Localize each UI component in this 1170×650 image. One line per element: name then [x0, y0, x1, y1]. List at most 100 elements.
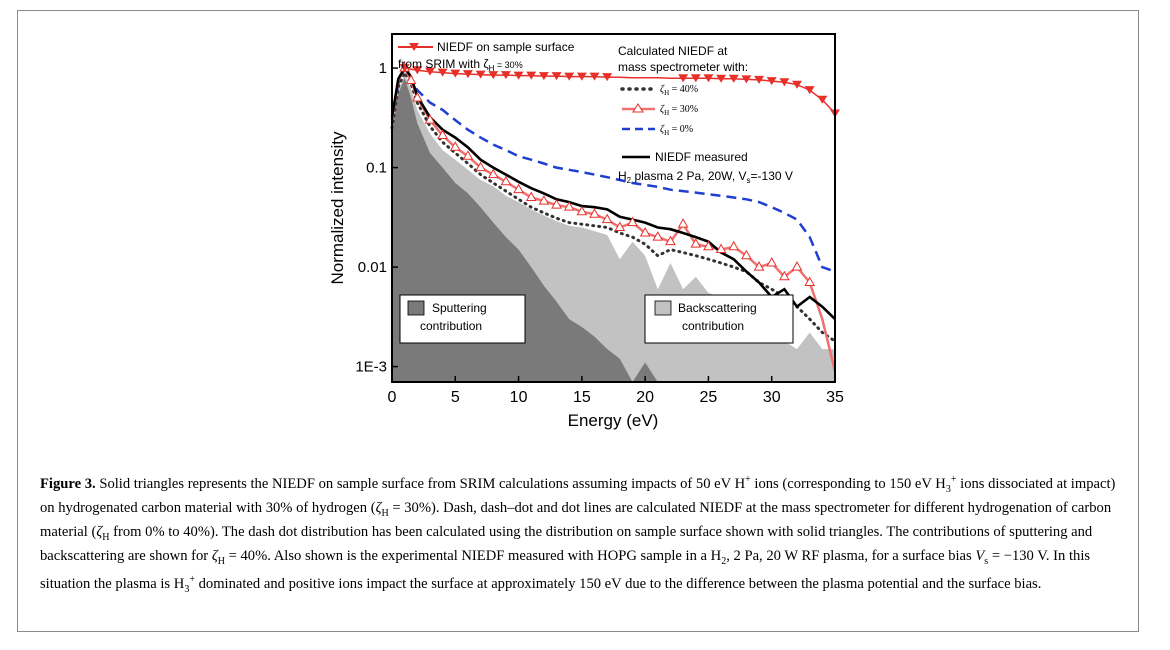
srim-marker: [450, 69, 461, 78]
caption-segment: s: [984, 555, 989, 567]
zeta30-marker: [639, 226, 651, 237]
srim-marker: [513, 71, 524, 80]
srim-marker: [424, 67, 435, 76]
zeta30-marker: [449, 141, 461, 151]
legend-measured-line2: H2 plasma 2 Pa, 20W, Vs=-130 V: [618, 169, 793, 185]
legend-zeta40-label: ζH = 40%: [660, 84, 698, 97]
srim-marker: [437, 68, 448, 77]
zeta30-marker: [614, 221, 626, 231]
caption-segment: H: [217, 555, 225, 567]
caption-segment: from 0% to 40%). The dash dot distributi…: [40, 523, 1093, 564]
srim-marker: [576, 72, 587, 81]
caption-segment: ζ: [96, 523, 103, 540]
caption-segment: +: [745, 474, 751, 485]
legend-srim-line1: NIEDF on sample surface: [437, 40, 575, 54]
backscattering-swatch: [654, 300, 672, 316]
zeta30-marker: [791, 261, 803, 271]
srim-marker: [551, 72, 562, 81]
figure-caption: Figure 3. Solid triangles represents the…: [40, 470, 1132, 599]
srim-marker: [538, 72, 549, 81]
srim-marker: [589, 72, 600, 81]
zeta30-marker: [779, 270, 790, 281]
caption-segment: Solid triangles represents the NIEDF on …: [99, 475, 746, 492]
zeta30-marker: [677, 218, 689, 228]
backscattering-label-line1: Backscattering: [678, 301, 757, 315]
x-tick-label: 25: [700, 389, 718, 406]
caption-segment: 3: [184, 584, 190, 596]
srim-marker: [792, 80, 803, 89]
srim-marker: [804, 86, 815, 95]
srim-marker: [678, 74, 689, 83]
zeta30-marker: [627, 216, 638, 227]
zeta30-marker: [576, 205, 588, 216]
caption-segment: +: [189, 574, 195, 586]
y-tick-label: 0.1: [366, 160, 387, 177]
zeta30-marker: [753, 261, 765, 271]
caption-segment: H: [381, 507, 389, 519]
legend-header-line1: Calculated NIEDF at: [618, 44, 728, 58]
zeta30-marker: [462, 150, 474, 160]
caption-segment: dominated and positive ions impact the s…: [194, 576, 1042, 593]
x-axis-label: Energy (eV): [568, 411, 659, 430]
backscattering-label-box: Backscattering contribution: [644, 294, 794, 344]
srim-marker: [602, 73, 613, 82]
zeta30-marker: [424, 114, 436, 124]
caption-segment: ζ: [211, 547, 218, 564]
legend-measured: NIEDF measured H2 plasma 2 Pa, 20W, Vs=-…: [618, 150, 793, 185]
legend-measured-line1: NIEDF measured: [655, 150, 748, 164]
legend-srim: NIEDF on sample surface from SRIM with ζ…: [398, 40, 575, 73]
srim-marker: [690, 74, 701, 83]
caption-segment: +: [950, 474, 957, 485]
srim-marker: [703, 74, 714, 83]
zeta30-marker: [665, 235, 676, 246]
legend-header-line2: mass spectrometer with:: [618, 60, 748, 74]
zeta30-marker: [437, 129, 448, 140]
zeta30-marker: [601, 213, 613, 224]
zeta30-marker: [411, 92, 423, 102]
zeta30-marker: [652, 231, 664, 241]
plot-frame: [391, 33, 836, 383]
y-tick-label: 0.01: [358, 259, 387, 276]
srim-marker: [488, 71, 499, 80]
srim-marker: [526, 71, 537, 80]
chart: 0 5 10 15 20 25 30 35 1E-30.010.11 Energy (eV) …: [328, 33, 844, 430]
zeta30-marker: [538, 195, 550, 205]
zeta30-marker: [513, 183, 524, 194]
srim-marker: [754, 75, 765, 84]
x-tick-label: 0: [388, 389, 397, 406]
zeta30-marker: [589, 208, 600, 218]
sputtering-label-line1: Sputtering: [432, 301, 487, 315]
srim-marker: [564, 72, 575, 81]
zeta30-marker: [715, 243, 727, 254]
x-tick-label: 10: [510, 389, 528, 406]
zeta30-marker: [804, 276, 816, 286]
x-tick-label: 20: [636, 389, 654, 406]
zeta30-marker: [766, 256, 778, 267]
zeta30-marker: [500, 175, 512, 186]
caption-segment: V: [975, 547, 985, 564]
y-axis: 1E-3 0.01 0.1 1: [355, 60, 398, 376]
series-measured-line: [390, 65, 836, 321]
srim-marker: [399, 64, 410, 73]
sputtering-label-box: Sputtering contribution: [399, 294, 526, 344]
y-tick-label: 1: [379, 60, 387, 77]
srim-marker: [766, 77, 777, 86]
caption-segment: , 2 Pa, 20 W RF plasma, for a surface bi…: [726, 547, 976, 564]
caption-segment: = 40%. Also shown is the experimental NI…: [224, 547, 722, 564]
caption-segment: ions dissociated at impact) on hydrogena…: [40, 475, 1116, 516]
sputtering-label-line2: contribution: [420, 319, 482, 333]
zeta30-marker: [741, 249, 752, 260]
zeta30-marker: [405, 74, 417, 85]
series-zeta0-line: [390, 65, 836, 273]
zeta30-marker: [563, 201, 575, 211]
x-axis: 0 5 10 15 20 25 30 35: [388, 376, 844, 406]
caption-segment: = 30%). Dash, dash–dot and dot lines are…: [40, 499, 1112, 540]
caption-segment: = −130 V. In this situation the plasma i…: [40, 547, 1091, 593]
figure-label: Figure 3.: [40, 475, 96, 492]
caption-segment: H: [102, 531, 110, 543]
marker-layer: [399, 62, 840, 286]
sputtering-swatch: [407, 300, 425, 316]
x-tick-label: 30: [763, 389, 781, 406]
legend-calculated: Calculated NIEDF at mass spectrometer wi…: [618, 44, 748, 137]
y-tick-label: 1E-3: [355, 359, 387, 376]
